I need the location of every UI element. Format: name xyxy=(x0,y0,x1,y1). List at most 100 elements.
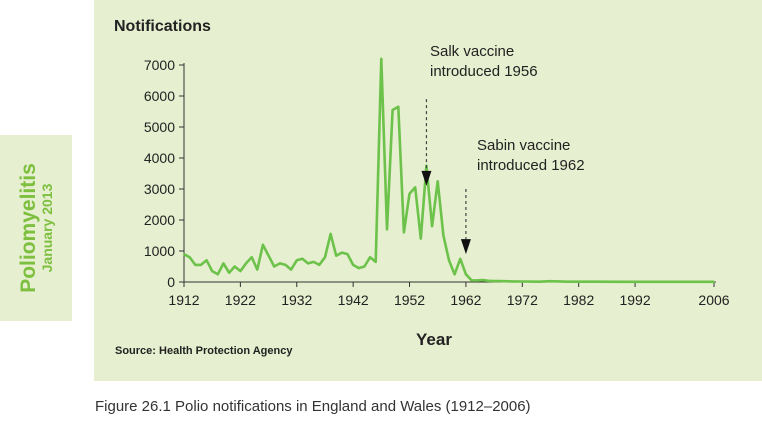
x-tick-label: 1962 xyxy=(450,292,481,308)
data-point xyxy=(278,262,281,265)
data-point xyxy=(301,257,304,260)
annotation-arrow-head xyxy=(421,170,432,186)
data-point xyxy=(335,254,338,257)
data-point xyxy=(239,270,242,273)
y-tick-label: 6000 xyxy=(144,88,175,104)
x-tick-label: 1942 xyxy=(338,292,369,308)
data-point xyxy=(363,265,366,268)
data-point xyxy=(498,280,501,282)
data-point xyxy=(374,260,377,263)
y-tick-label: 4000 xyxy=(144,150,175,166)
chart-panel: Notifications 0 1000 2000 3000 4000 5000 6000 7… xyxy=(94,0,762,381)
x-tick-label: 1922 xyxy=(225,292,256,308)
data-point xyxy=(402,231,405,234)
data-point xyxy=(369,256,371,259)
data-point xyxy=(262,243,264,246)
data-point xyxy=(295,259,298,262)
data-point xyxy=(459,257,462,260)
data-point xyxy=(453,273,456,276)
data-point xyxy=(436,180,439,183)
annotations: Salk vaccine introduced 1956 Sabin vaccine… xyxy=(421,43,585,255)
data-point xyxy=(200,264,202,266)
data-point xyxy=(414,186,417,189)
y-tick-label: 0 xyxy=(167,274,175,290)
data-point xyxy=(346,253,349,256)
data-point xyxy=(188,256,191,259)
data-point xyxy=(228,271,231,274)
data-point xyxy=(549,280,552,283)
data-point xyxy=(205,259,208,262)
data-point xyxy=(713,280,715,283)
data-point xyxy=(290,268,293,271)
y-tick-label: 2000 xyxy=(144,212,175,228)
data-point xyxy=(493,280,496,282)
side-tab xyxy=(0,135,72,321)
data-point xyxy=(324,256,326,259)
data-point xyxy=(391,109,394,111)
data-point xyxy=(470,279,473,282)
annotation-label: Salk vaccine xyxy=(430,43,514,60)
data-point xyxy=(312,260,315,263)
x-tick-label: 1932 xyxy=(281,292,312,308)
x-axis: 1912 1922 1932 1942 1952 1962 1972 1982 1992 2006 xyxy=(168,282,730,308)
data-point xyxy=(481,279,484,282)
data-point xyxy=(357,267,360,269)
y-axis: 0 1000 2000 3000 4000 5000 6000 7000 xyxy=(144,57,184,290)
x-tick-label: 1992 xyxy=(619,292,650,308)
side-tab-date: January 2013 xyxy=(38,183,55,273)
y-tick-label: 3000 xyxy=(144,181,175,197)
data-point xyxy=(622,280,625,283)
data-point xyxy=(431,225,433,228)
data-point xyxy=(256,268,259,271)
y-tick-label: 1000 xyxy=(144,243,175,259)
data-point xyxy=(250,256,253,259)
data-point xyxy=(538,280,541,283)
data-point xyxy=(510,280,512,283)
data-point xyxy=(183,253,185,256)
source-label: Source: Health Protection Agency xyxy=(115,345,293,357)
data-point xyxy=(307,262,309,265)
data-point xyxy=(487,279,490,282)
data-point xyxy=(651,280,653,283)
data-point xyxy=(448,259,450,262)
x-tick-label: 1972 xyxy=(507,292,538,308)
y-tick-label: 7000 xyxy=(144,57,175,73)
annotation-label: introduced 1962 xyxy=(477,157,585,174)
side-tab-text: Poliomyelitis January 2013 xyxy=(17,163,55,293)
data-point xyxy=(465,273,467,276)
data-point xyxy=(284,264,287,266)
x-tick-label: 1982 xyxy=(563,292,594,308)
data-point xyxy=(679,280,682,283)
data-point xyxy=(442,234,445,237)
annotation-arrow-head xyxy=(460,239,471,255)
annotation-label: introduced 1956 xyxy=(430,63,538,80)
y-tick-label: 5000 xyxy=(144,119,175,135)
side-tab-title: Poliomyelitis xyxy=(16,163,40,293)
series-line xyxy=(183,57,714,284)
data-point xyxy=(233,265,236,268)
data-point xyxy=(273,265,276,268)
data-point xyxy=(318,264,321,266)
data-point xyxy=(222,262,225,265)
x-tick-label: 1952 xyxy=(394,292,425,308)
data-point xyxy=(408,192,411,195)
data-points xyxy=(183,57,715,283)
data-point xyxy=(340,251,343,254)
data-point xyxy=(211,270,214,273)
data-point xyxy=(194,264,197,266)
data-point xyxy=(521,280,524,283)
data-point xyxy=(476,279,479,282)
x-tick-label: 1912 xyxy=(168,292,199,308)
data-point xyxy=(397,105,400,108)
x-tick-label: 2006 xyxy=(698,292,729,308)
chart-title: Notifications xyxy=(114,18,211,35)
data-point xyxy=(329,233,332,235)
annotation-label: Sabin vaccine xyxy=(477,137,570,154)
data-point xyxy=(216,273,219,276)
data-point xyxy=(566,280,569,283)
data-point xyxy=(386,228,388,231)
data-point xyxy=(380,57,383,60)
figure-caption: Figure 26.1 Polio notifications in Engla… xyxy=(95,398,531,415)
data-point xyxy=(419,237,422,240)
data-point xyxy=(267,254,270,257)
